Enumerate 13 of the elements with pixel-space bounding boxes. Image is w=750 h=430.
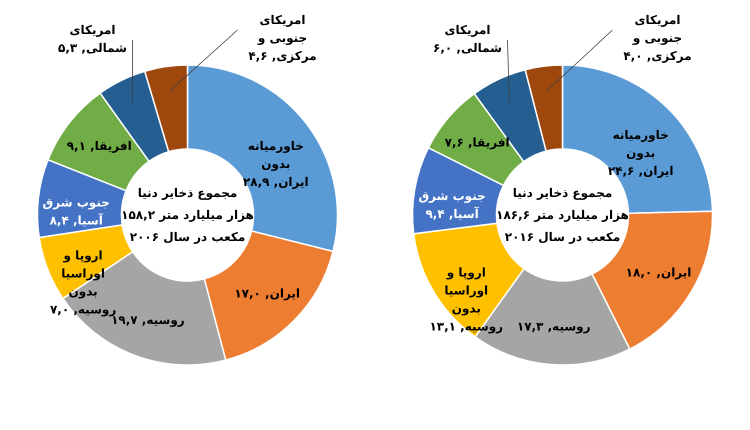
- slice-label: امریکای جنوبی و مرکزی, ۴,۰: [623, 13, 692, 63]
- slice-label: ایران, ۱۸,۰: [626, 266, 692, 280]
- slice-label: افریقا, ۹,۱: [66, 139, 132, 154]
- slice-label: امریکای جنوبی و مرکزی, ۴,۶: [248, 13, 317, 63]
- text: مجموع ذخایر دنیا ۱۸۶,۶ هزار میلیارد متر مکعب در سال ۲۰۱۶: [496, 186, 629, 244]
- slice-label: جنوب شرق آسیا, ۸,۴: [42, 195, 110, 228]
- slice-label: روسیه, ۱۷,۳: [516, 320, 591, 334]
- slice-label: امریکای شمالی, ۵,۳: [58, 23, 127, 55]
- slice-label: ایران, ۱۷,۰: [234, 286, 300, 301]
- slice-label: جنوب شرق آسیا, ۹,۴: [418, 189, 486, 222]
- slice-label: افریقا, ۷,۶: [444, 136, 510, 150]
- slice-label: امریکای شمالی, ۶,۰: [433, 23, 502, 55]
- text: مجموع ذخایر دنیا ۱۵۸,۲ هزار میلیارد متر مکعب در سال ۲۰۰۶: [121, 186, 254, 244]
